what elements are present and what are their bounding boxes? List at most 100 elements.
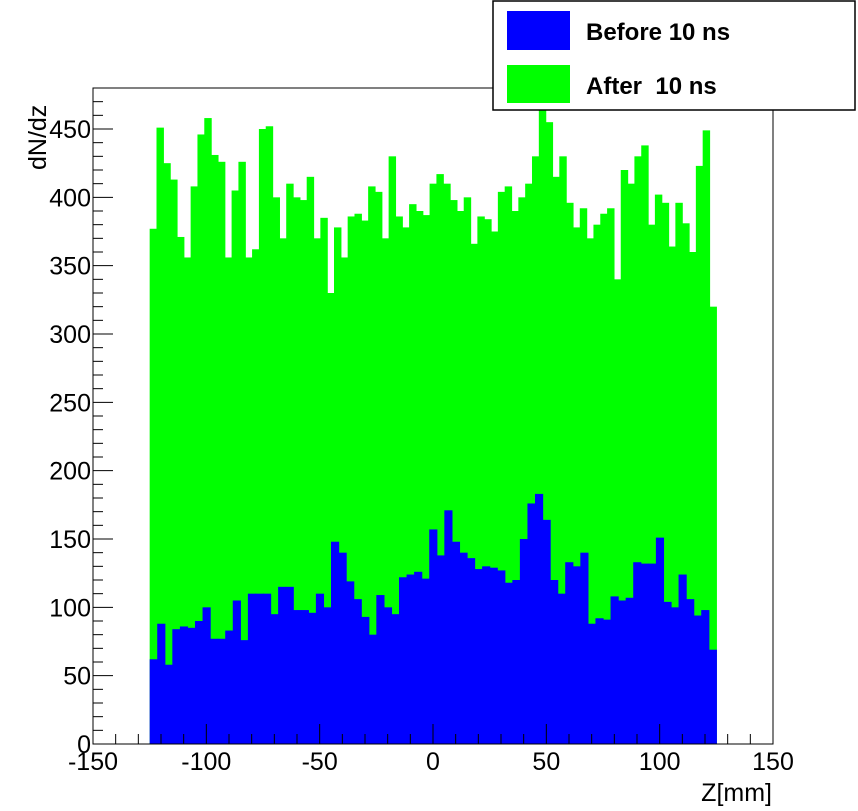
before-bar — [399, 577, 408, 744]
x-tick-label: 150 — [752, 748, 794, 776]
x-tick-label: 100 — [639, 748, 681, 776]
before-bar — [444, 510, 453, 744]
before-bar — [708, 649, 717, 744]
after-bar — [170, 179, 178, 745]
before-bar — [414, 571, 423, 744]
y-tick-label: 400 — [49, 184, 91, 212]
before-bar — [550, 580, 559, 744]
after-bar — [695, 165, 704, 744]
after-bar — [265, 126, 274, 745]
before-series-bars — [149, 493, 717, 744]
after-bar — [504, 186, 513, 744]
after-bar — [436, 174, 444, 745]
before-bar — [240, 640, 249, 744]
after-bar — [272, 197, 280, 745]
after-bar — [313, 238, 321, 745]
before-bar — [338, 552, 347, 744]
after-bar — [552, 176, 560, 745]
after-bar — [381, 238, 390, 745]
before-bar — [512, 580, 521, 744]
before-bar — [527, 503, 536, 744]
after-bar — [368, 186, 376, 744]
after-bar — [634, 156, 642, 745]
after-bar — [607, 208, 615, 744]
before-bar — [459, 552, 468, 744]
legend-swatch-after — [507, 65, 570, 103]
before-bar — [270, 614, 279, 744]
after-bar — [675, 202, 683, 745]
before-bar — [255, 593, 264, 744]
after-bar — [340, 257, 349, 744]
x-tick-label: -150 — [68, 748, 118, 776]
before-bar — [648, 563, 657, 744]
after-bar — [334, 227, 342, 744]
before-bar — [655, 537, 665, 744]
after-bar — [682, 223, 690, 745]
before-bar — [436, 555, 445, 744]
before-bar — [315, 593, 325, 744]
after-bar — [450, 200, 458, 745]
before-bar — [633, 562, 642, 744]
legend-label-after: After 10 ns — [586, 73, 717, 100]
after-bar — [525, 183, 533, 744]
after-bar — [443, 183, 451, 744]
after-bar — [491, 231, 499, 744]
before-bar — [595, 618, 604, 744]
after-bar — [620, 170, 629, 744]
before-bar — [331, 541, 340, 744]
x-tick-label: 0 — [426, 748, 440, 776]
x-axis-title: Z[mm] — [701, 779, 772, 807]
before-bar — [467, 558, 476, 744]
y-tick-label: 350 — [49, 253, 91, 281]
after-bar — [176, 236, 185, 744]
after-bar — [409, 204, 417, 744]
before-bar — [572, 566, 581, 744]
after-bar — [422, 215, 431, 745]
after-series-bars — [149, 108, 717, 745]
x-tick-label: 50 — [532, 748, 560, 776]
after-bar — [163, 163, 171, 744]
after-bar — [484, 219, 492, 744]
after-bar — [709, 306, 717, 744]
after-bar — [402, 227, 410, 744]
before-bar — [263, 593, 272, 744]
before-bar — [247, 593, 257, 744]
before-bar — [164, 664, 173, 744]
before-bar — [195, 621, 204, 744]
before-bar — [610, 596, 619, 744]
x-tick-label: -100 — [181, 748, 231, 776]
after-bar — [183, 257, 192, 744]
before-bar — [618, 600, 627, 744]
y-tick-label: 50 — [63, 663, 91, 691]
after-bar — [600, 213, 608, 744]
before-bar — [640, 563, 649, 744]
before-bar — [285, 586, 294, 744]
before-bar — [202, 607, 211, 744]
before-bar — [210, 638, 219, 744]
after-bar — [361, 220, 369, 745]
after-bar — [477, 216, 485, 744]
y-tick-label: 200 — [49, 458, 91, 486]
after-bar — [559, 156, 567, 745]
y-tick-label: 300 — [49, 321, 91, 349]
before-bar — [535, 493, 544, 744]
before-bar — [225, 630, 234, 744]
x-tick-label: -50 — [302, 748, 338, 776]
after-bar — [211, 154, 219, 744]
after-bar — [613, 279, 622, 744]
after-bar — [231, 190, 240, 744]
before-bar — [451, 541, 461, 744]
after-bar — [572, 227, 581, 744]
before-bar — [671, 607, 680, 744]
before-bar — [663, 601, 672, 744]
after-bar — [217, 161, 226, 745]
before-bar — [693, 615, 702, 744]
before-bar — [293, 610, 302, 744]
after-bar — [258, 129, 267, 744]
y-tick-label: 250 — [49, 389, 91, 417]
before-bar — [157, 623, 166, 744]
after-bar — [197, 134, 205, 744]
after-bar — [306, 176, 315, 745]
after-bar — [627, 183, 636, 744]
